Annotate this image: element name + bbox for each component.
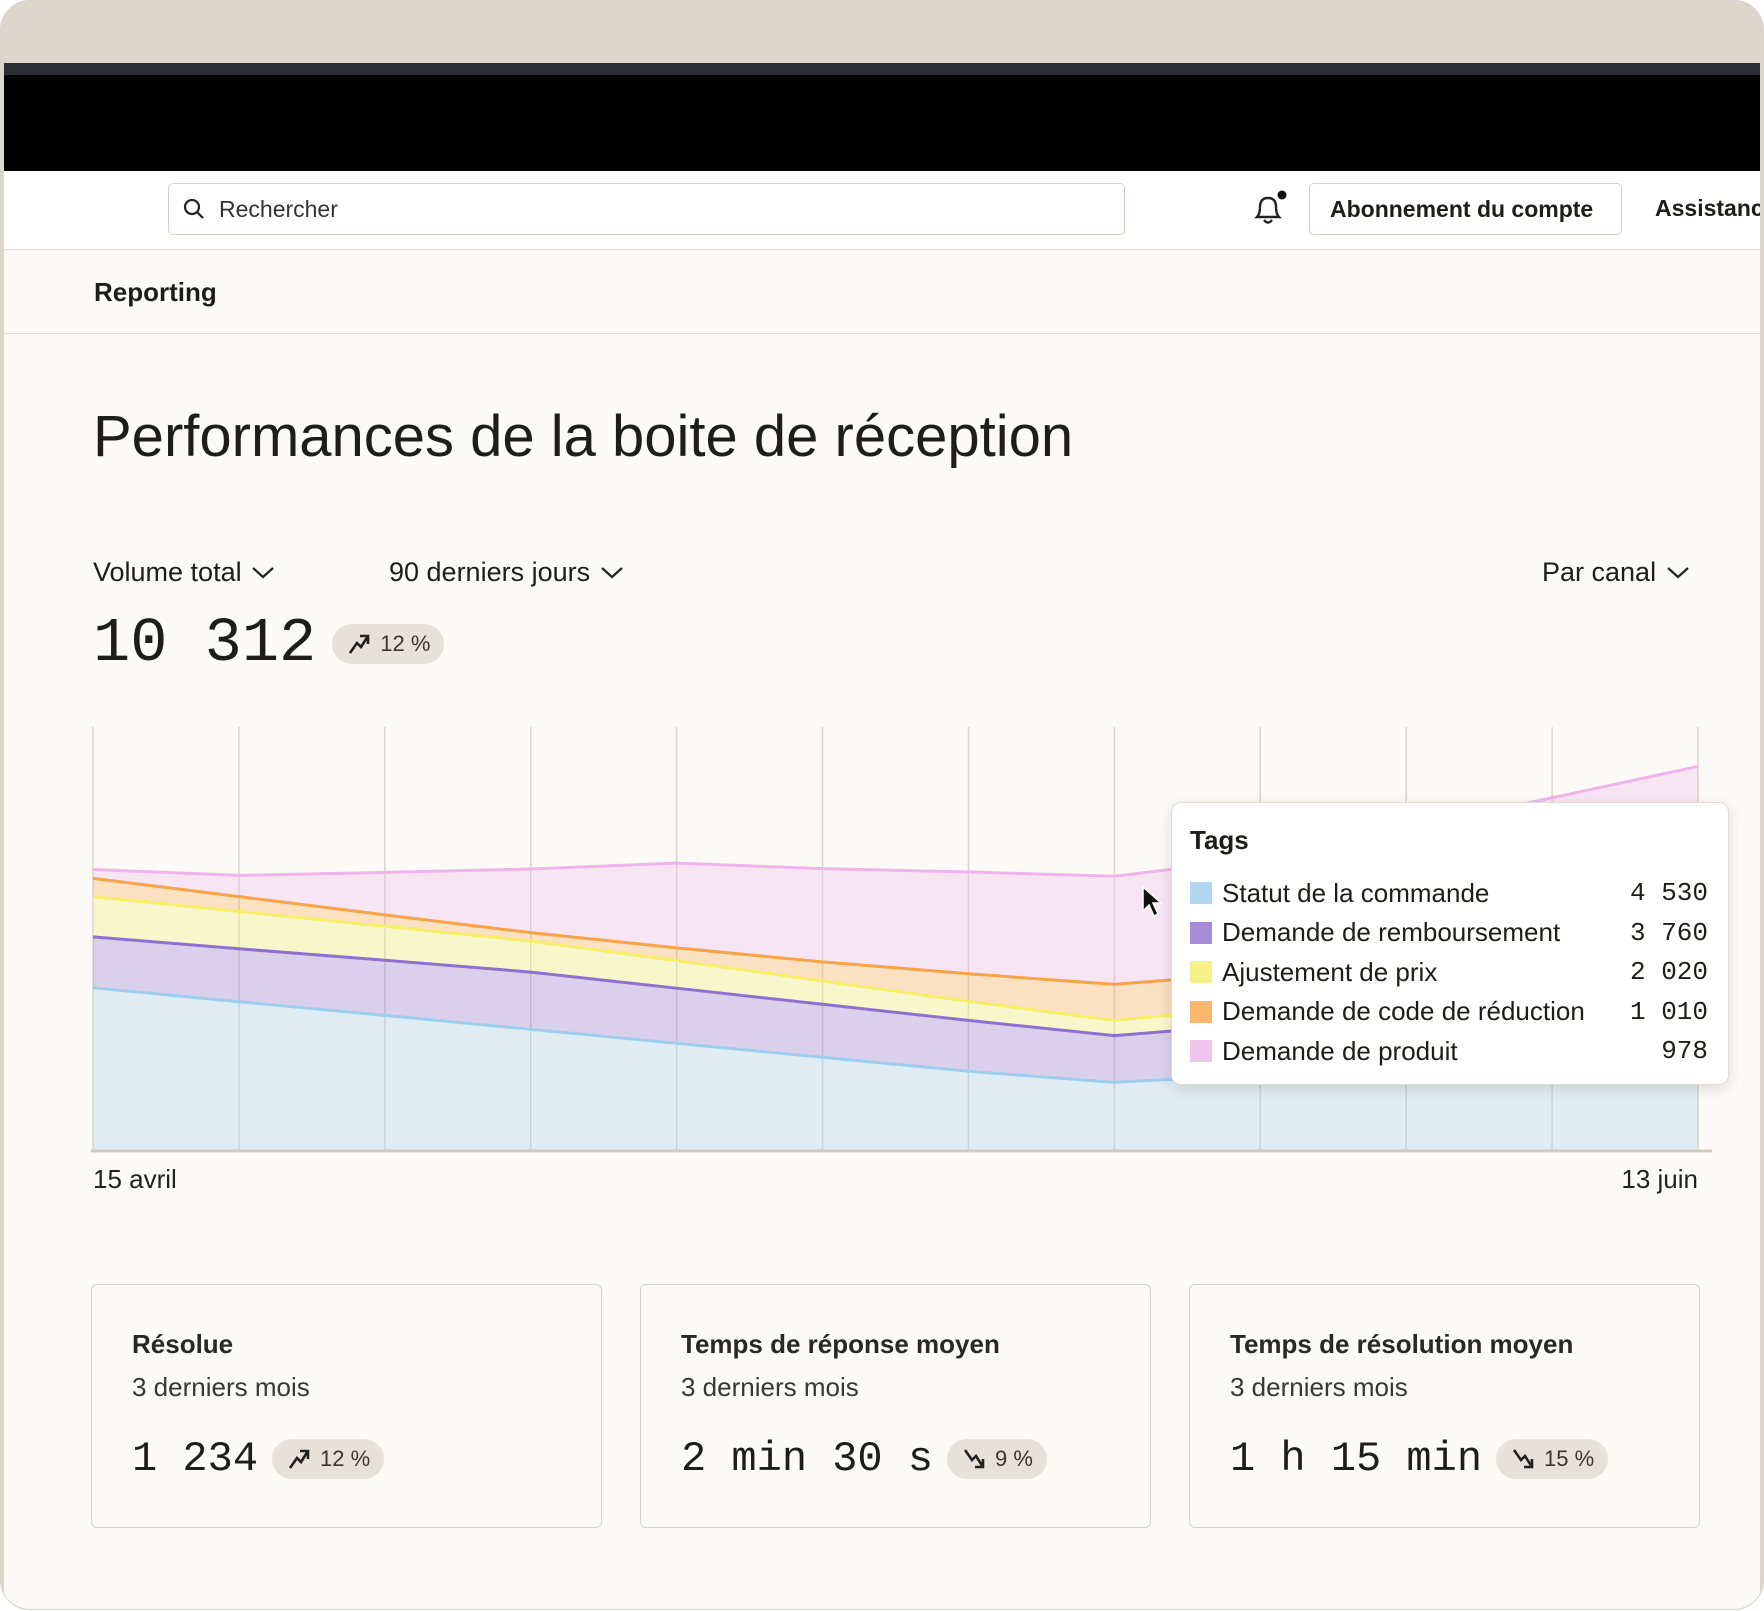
legend-label: Ajustement de prix (1222, 956, 1438, 987)
card-title: Temps de résolution moyen (1230, 1329, 1574, 1359)
legend-swatch (1190, 961, 1212, 983)
card-value-row: 1 234 12 % (132, 1435, 385, 1483)
chevron (1666, 567, 1689, 579)
summary-value: 10 312 (93, 608, 317, 679)
tooltip-title: Tags (1190, 825, 1249, 855)
card-value-row: 2 min 30 s 9 % (681, 1435, 1047, 1483)
legend-value: 978 (1661, 1036, 1708, 1066)
chevron (252, 567, 274, 579)
dropdown-label: 90 derniers jours (389, 557, 591, 587)
change-badge: 12 % (272, 1439, 385, 1479)
chevron (600, 567, 623, 579)
metric-card: Résolue 3 derniers mois 1 234 12 % (91, 1284, 602, 1528)
legend-swatch (1190, 882, 1212, 904)
legend-label: Demande de code de réduction (1222, 996, 1585, 1026)
x-tick-label: 15 avril (93, 1164, 177, 1194)
change-badge: 15 % (1496, 1439, 1609, 1479)
legend-label: Demande de produit (1222, 1035, 1458, 1066)
grouping-dropdown[interactable]: Par canal (1542, 557, 1692, 588)
change-text: 12 % (320, 1446, 371, 1471)
dropdown-label: Par canal (1542, 557, 1657, 587)
metric-card: Temps de résolution moyen 3 derniers mois… (1189, 1284, 1700, 1528)
arrow (288, 1449, 310, 1469)
change-text: 15 % (1544, 1446, 1595, 1471)
legend-swatch (1190, 921, 1212, 944)
legend-swatch (1190, 1040, 1212, 1062)
change-badge: 12 % (332, 623, 445, 664)
assistance-link[interactable]: Assistance (1655, 195, 1760, 221)
subscription-button[interactable]: Abonnement du compte (1309, 183, 1622, 235)
tooltip-row: Statut de la commande 4 530 (1190, 875, 1708, 911)
change-badge: 9 % (947, 1439, 1047, 1479)
trend-icon (288, 1449, 310, 1469)
search-box[interactable]: Rechercher (168, 183, 1125, 235)
bezel (4, 63, 1760, 171)
button-label: Abonnement du compte (1330, 196, 1594, 222)
arrow (349, 634, 370, 654)
card-title: Temps de réponse moyen (681, 1329, 1000, 1359)
trend-icon (1512, 1449, 1534, 1469)
period-dropdown[interactable]: 90 derniers jours (389, 557, 626, 588)
tooltip-row: Demande de remboursement 3 760 (1190, 915, 1708, 951)
card-value-row: 1 h 15 min 15 % (1230, 1435, 1609, 1483)
metric-card: Temps de réponse moyen 3 derniers mois 2 m… (640, 1284, 1151, 1528)
x-tick-label: 13 juin (1621, 1164, 1698, 1194)
card-subtitle: 3 derniers mois (132, 1372, 310, 1402)
legend-value: 2 020 (1629, 957, 1708, 987)
cursor (1142, 885, 1163, 918)
tooltip: Tags Statut de la commande 4 530 Demande d… (1171, 802, 1729, 1085)
screen: Rechercher Abonnement du compte Assistan… (4, 63, 1760, 1609)
card-subtitle: 3 derniers mois (1230, 1372, 1408, 1402)
card-value: 1 h 15 min (1230, 1435, 1483, 1483)
tooltip-row: Demande de produit 978 (1190, 1033, 1708, 1069)
legend-label: Statut de la commande (1222, 877, 1490, 908)
legend-swatch (1190, 1000, 1212, 1023)
trend-icon (349, 634, 370, 654)
divider (4, 333, 1760, 334)
area-fill (93, 987, 1698, 1151)
change-text: 12 % (380, 630, 431, 656)
legend-value: 1 010 (1629, 996, 1708, 1027)
card-title: Résolue (132, 1329, 234, 1359)
summary: 10 312 12 % (93, 608, 445, 679)
change-text: 9 % (995, 1446, 1033, 1471)
metric-dropdown[interactable]: Volume total (93, 557, 277, 588)
legend-label: Demande de remboursement (1222, 917, 1561, 947)
breadcrumb[interactable]: Reporting (94, 277, 217, 307)
search-placeholder: Rechercher (219, 196, 338, 222)
card-value: 1 234 (132, 1435, 259, 1483)
notification-bell[interactable] (1249, 189, 1289, 229)
dropdown-label: Volume total (93, 557, 242, 587)
arrow (1512, 1449, 1534, 1469)
tooltip-row: Demande de code de réduction 1 010 (1190, 994, 1708, 1030)
arrow (963, 1449, 985, 1469)
legend-value: 3 760 (1629, 917, 1708, 948)
legend-value: 4 530 (1629, 878, 1708, 908)
trend-icon (963, 1449, 985, 1469)
card-value: 2 min 30 s (681, 1435, 934, 1483)
card-subtitle: 3 derniers mois (681, 1372, 859, 1402)
top-bar: Rechercher Abonnement du compte Assistan… (4, 171, 1760, 250)
page-title: Performances de la boite de réception (93, 404, 1074, 469)
search-icon (183, 198, 204, 219)
tooltip-row: Ajustement de prix 2 020 (1190, 954, 1708, 990)
